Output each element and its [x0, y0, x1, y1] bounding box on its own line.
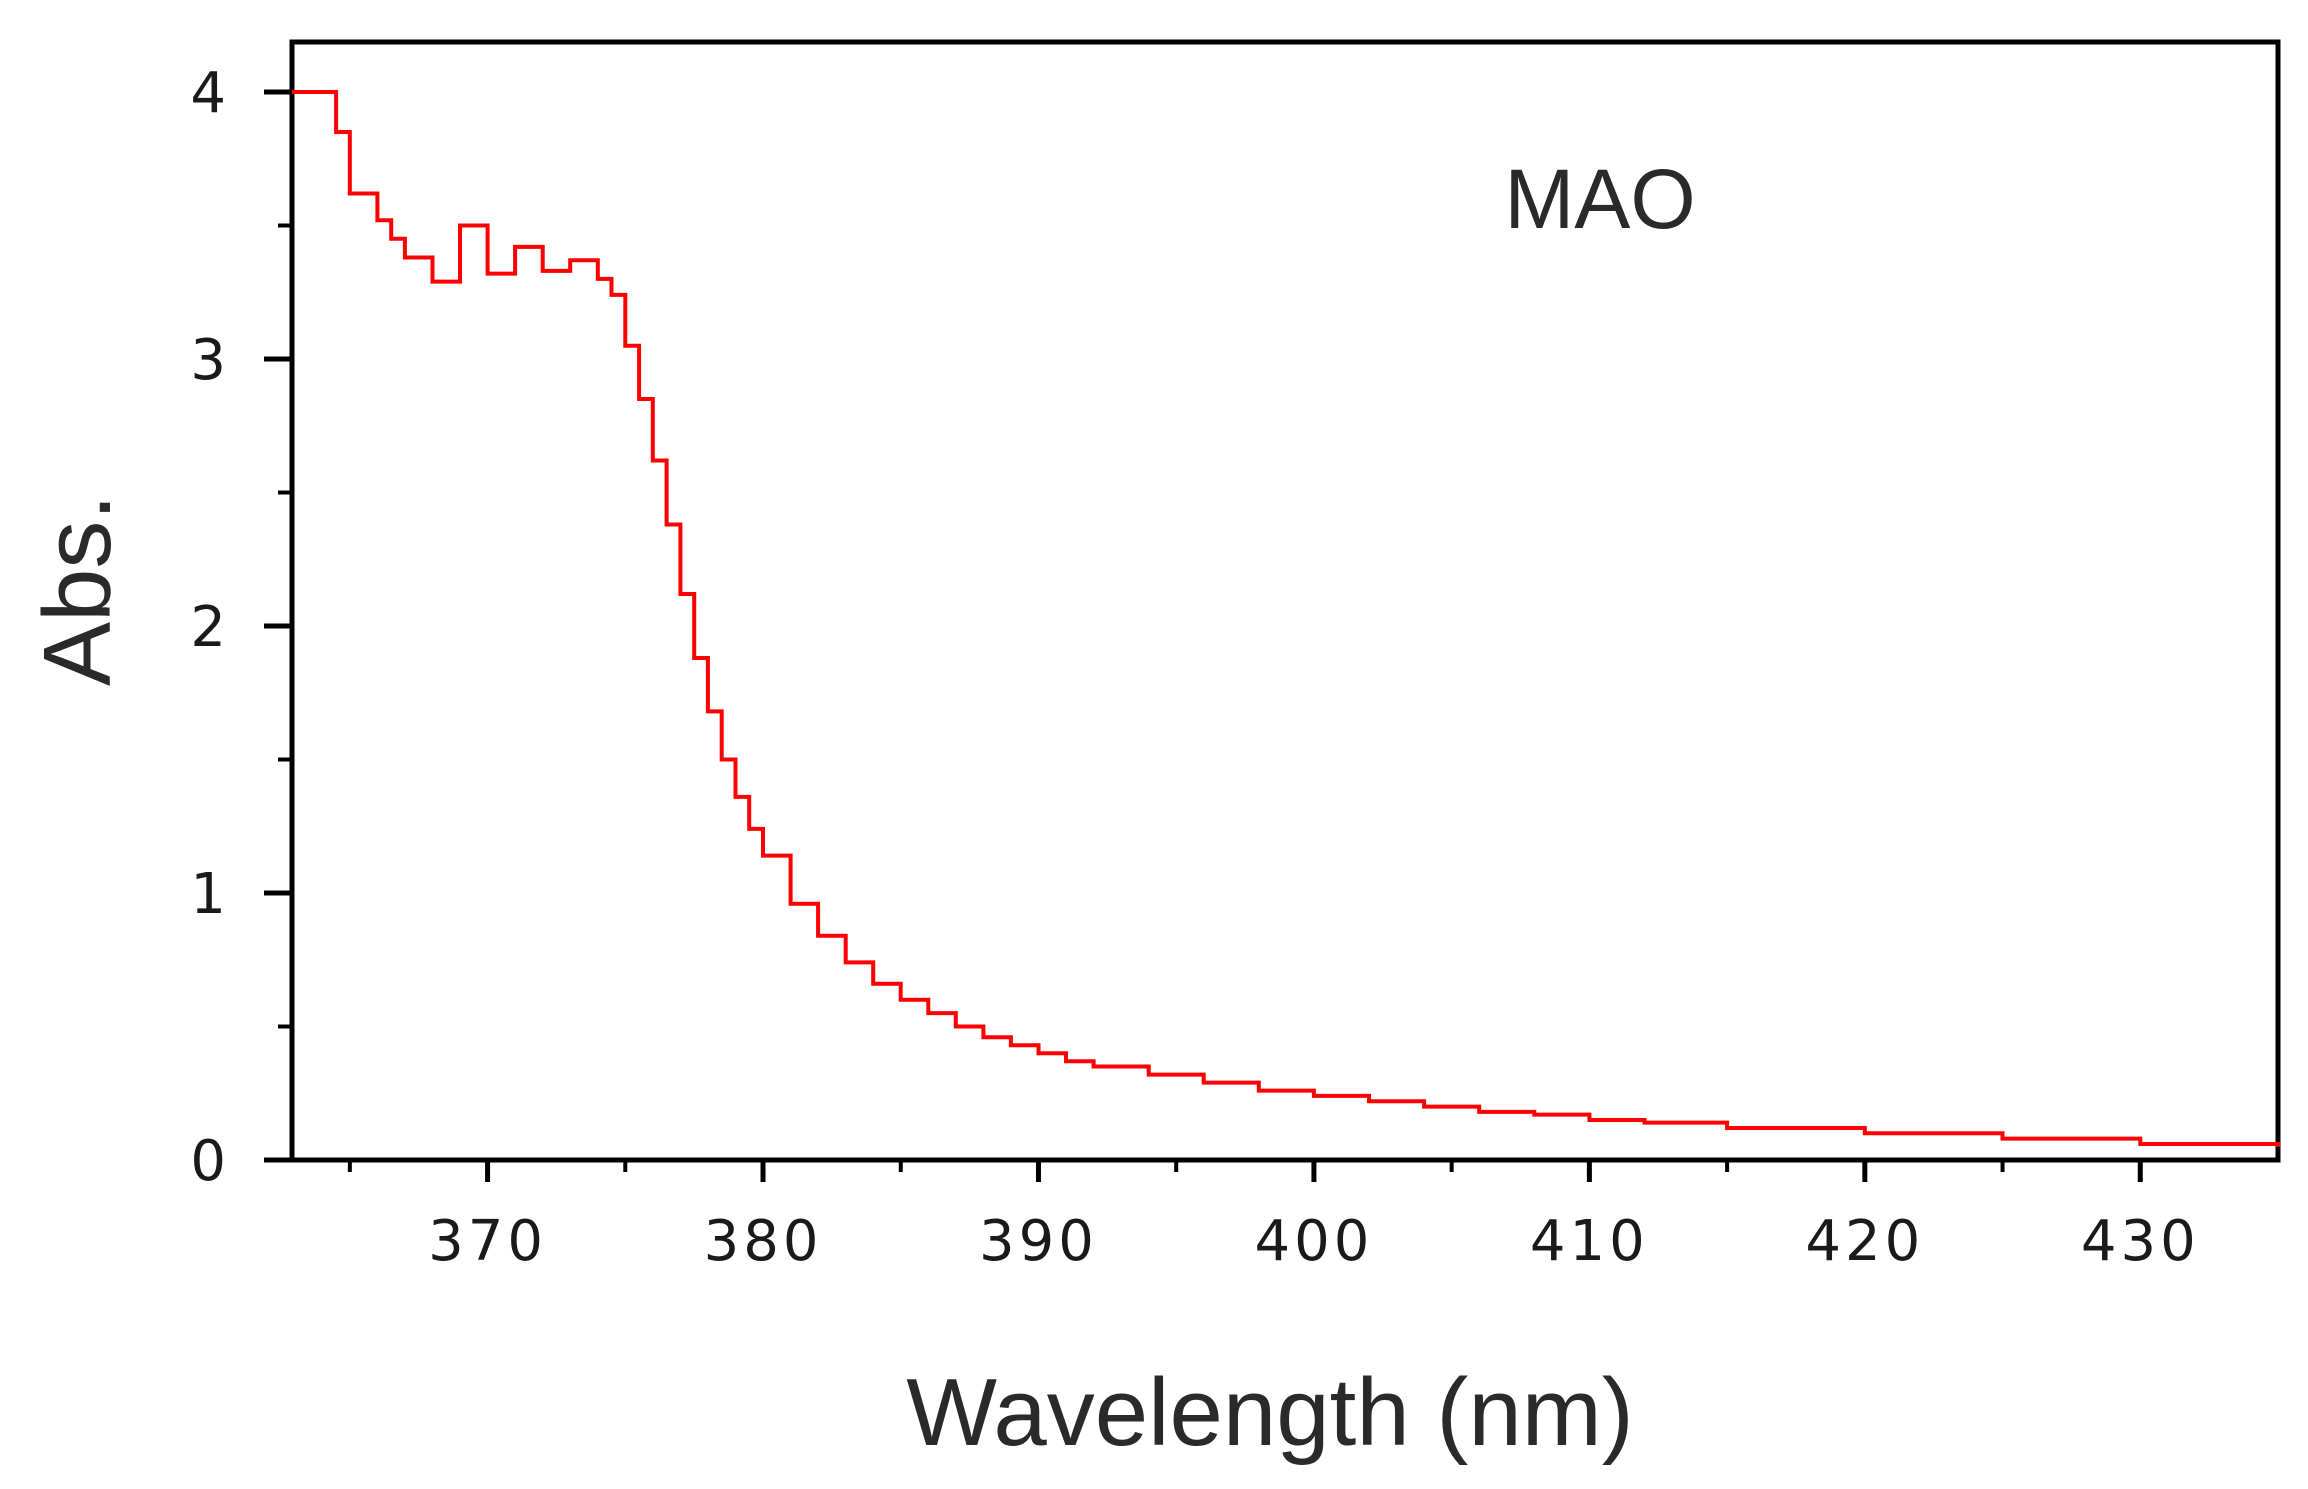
y-tick-label: 3 [190, 328, 230, 393]
x-tick-label: 380 [704, 1209, 823, 1274]
plot-area-frame [289, 39, 2281, 1163]
x-axis-ticks [264, 1157, 2143, 1182]
y-tick-label: 0 [190, 1129, 230, 1194]
y-axis-tick-labels: 0 1 2 3 4 [190, 61, 230, 1194]
series-annotation-label: MAO [1504, 152, 1695, 246]
x-tick-label: 400 [1254, 1209, 1373, 1274]
y-tick-label: 4 [190, 61, 230, 126]
x-tick-label: 430 [2081, 1209, 2200, 1274]
x-tick-label: 390 [979, 1209, 1098, 1274]
x-axis-tick-labels: 370 380 390 400 410 420 430 [428, 1209, 2200, 1274]
y-tick-label: 2 [190, 595, 230, 660]
x-tick-label: 370 [428, 1209, 547, 1274]
x-axis-title: Wavelength (nm) [906, 1359, 1633, 1466]
x-tick-label: 410 [1530, 1209, 1649, 1274]
y-axis-title: Abs. [24, 494, 131, 686]
x-tick-label: 420 [1805, 1209, 1924, 1274]
y-tick-label: 1 [190, 862, 230, 927]
y-axis-ticks [264, 89, 292, 1163]
absorbance-series-line [292, 90, 2280, 1147]
